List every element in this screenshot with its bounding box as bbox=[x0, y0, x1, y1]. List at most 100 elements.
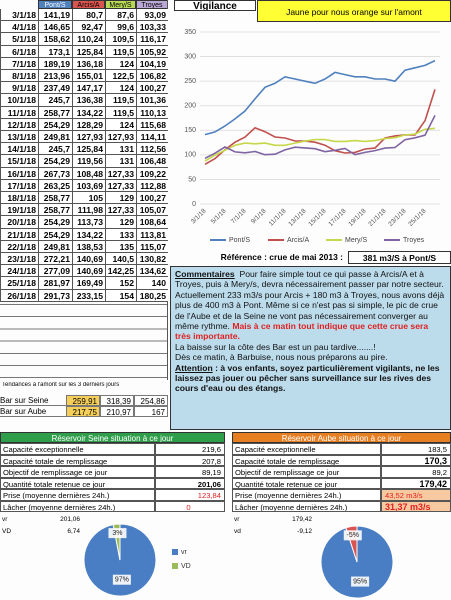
value-cell: 116,17 bbox=[136, 33, 168, 46]
value-cell: 140,69 bbox=[72, 253, 105, 266]
value-cell: 106,82 bbox=[136, 70, 168, 83]
value-cell: 105,07 bbox=[136, 204, 168, 217]
value-cell: 213,96 bbox=[38, 70, 72, 83]
date-cell: 10/1/18 bbox=[0, 94, 38, 107]
reservoir-value: 123,84 bbox=[155, 489, 225, 501]
date-cell: 8/1/18 bbox=[0, 70, 38, 83]
date-cell: 9/1/18 bbox=[0, 82, 38, 95]
value-cell: 233,15 bbox=[72, 289, 105, 302]
value-cell: 80,7 bbox=[72, 9, 105, 22]
date-cell: 16/1/18 bbox=[0, 167, 38, 180]
value-cell: 127,33 bbox=[105, 204, 136, 217]
value-cell: 113,73 bbox=[72, 216, 105, 229]
data-label: 95% bbox=[353, 578, 367, 585]
value-cell: 112,56 bbox=[136, 143, 168, 156]
trend-label: Bar sur Seine bbox=[0, 395, 66, 406]
value-cell: 127,33 bbox=[105, 167, 136, 180]
x-tick-label: 21/1/18 bbox=[367, 207, 388, 228]
date-cell: 18/1/18 bbox=[0, 192, 38, 205]
comment-box: Commentaires Pour faire simple tout ce q… bbox=[170, 266, 451, 430]
pie-stat-value: -9,12 bbox=[297, 528, 312, 535]
reservoir-value: 183,5 bbox=[381, 443, 451, 455]
value-cell: 158,62 bbox=[38, 33, 72, 46]
value-cell: 134,22 bbox=[72, 106, 105, 119]
value-cell: 109,5 bbox=[105, 33, 136, 46]
y-tick-label: 250 bbox=[184, 78, 196, 85]
reservoir-label: Capacité exceptionnelle bbox=[0, 443, 155, 455]
pie-stat-value: 179,42 bbox=[292, 516, 312, 523]
x-tick-label: 11/1/18 bbox=[268, 207, 288, 227]
reservoir-title: Réservoir Aube situation à ce jour bbox=[232, 432, 451, 443]
pie-stat-value: 6,74 bbox=[67, 528, 80, 535]
value-cell: 258,77 bbox=[38, 192, 72, 205]
y-tick-label: 350 bbox=[184, 29, 196, 36]
vigilance-note: Jaune pour nous orange sur l'amont bbox=[257, 0, 451, 22]
value-cell: 119,5 bbox=[105, 94, 136, 107]
value-cell: 258,77 bbox=[38, 204, 72, 217]
value-cell: 113,81 bbox=[136, 228, 168, 241]
pie-stat-label: VD bbox=[2, 528, 12, 535]
value-cell: 263,25 bbox=[38, 179, 72, 192]
value-cell: 105,92 bbox=[136, 45, 168, 58]
date-cell: 4/1/18 bbox=[0, 21, 38, 34]
value-cell: 114,11 bbox=[136, 131, 168, 144]
vigilance-title: Vigilance bbox=[174, 0, 256, 11]
value-cell: 106,48 bbox=[136, 155, 168, 168]
trend-value: 167 bbox=[134, 406, 168, 417]
value-cell: 119,56 bbox=[72, 155, 105, 168]
date-cell: 7/1/18 bbox=[0, 57, 38, 70]
date-cell: 13/1/18 bbox=[0, 131, 38, 144]
value-cell: 249,81 bbox=[38, 240, 72, 253]
pie-stat-label: vr bbox=[234, 516, 240, 523]
date-cell: 14/1/18 bbox=[0, 143, 38, 156]
value-cell: 180,25 bbox=[136, 289, 168, 302]
reservoir-value: 219,6 bbox=[155, 443, 225, 455]
value-cell: 134,22 bbox=[72, 228, 105, 241]
date-cell: 17/1/18 bbox=[0, 179, 38, 192]
value-cell: 129 bbox=[105, 192, 136, 205]
trends-title: Tendances à l'amont sur les 3 derniers j… bbox=[2, 382, 120, 388]
x-tick-label: 13/1/18 bbox=[287, 207, 308, 228]
value-cell: 133 bbox=[105, 228, 136, 241]
value-cell: 272,21 bbox=[38, 253, 72, 266]
reservoir-label: Capacité totale de remplissage bbox=[0, 454, 155, 466]
x-tick-label: 25/1/18 bbox=[407, 207, 428, 228]
trend-label: Bar sur Aube bbox=[0, 406, 66, 417]
value-cell: 154 bbox=[105, 289, 136, 302]
value-cell: 125,84 bbox=[72, 45, 105, 58]
data-label-box bbox=[351, 576, 370, 587]
value-cell: 99,6 bbox=[105, 21, 136, 34]
data-label-box bbox=[108, 528, 127, 539]
value-cell: 119,5 bbox=[105, 106, 136, 119]
value-cell: 134,62 bbox=[136, 265, 168, 278]
series-line bbox=[204, 59, 436, 136]
value-cell: 291,73 bbox=[38, 289, 72, 302]
value-cell: 115,07 bbox=[136, 240, 168, 253]
date-cell: 26/1/18 bbox=[0, 289, 38, 302]
pie-stat-value: 201,06 bbox=[60, 516, 80, 523]
reservoir-label: Prise (moyenne dernières 24h.) bbox=[232, 489, 381, 501]
reservoir-value: 89,19 bbox=[155, 466, 225, 478]
value-cell: 277,09 bbox=[38, 265, 72, 278]
value-cell: 124 bbox=[105, 57, 136, 70]
date-cell: 11/1/18 bbox=[0, 106, 38, 119]
value-cell: 122,5 bbox=[105, 70, 136, 83]
value-cell: 109,22 bbox=[136, 167, 168, 180]
date-cell: 19/1/18 bbox=[0, 204, 38, 217]
value-cell: 267,73 bbox=[38, 167, 72, 180]
trend-value: 217,75 bbox=[66, 406, 100, 417]
value-cell: 254,29 bbox=[38, 155, 72, 168]
value-cell: 131 bbox=[105, 143, 136, 156]
comment-title: Commentaires bbox=[175, 269, 235, 279]
value-cell: 110,24 bbox=[72, 33, 105, 46]
value-cell: 146,65 bbox=[38, 21, 72, 34]
value-cell: 127,93 bbox=[72, 131, 105, 144]
value-cell: 130,82 bbox=[136, 253, 168, 266]
value-cell: 136,38 bbox=[72, 94, 105, 107]
value-cell: 101,36 bbox=[136, 94, 168, 107]
value-cell: 155,01 bbox=[72, 70, 105, 83]
pie-stat-label: vr bbox=[2, 516, 8, 523]
comment-attention: Attention bbox=[175, 362, 213, 373]
value-cell: 128,29 bbox=[72, 118, 105, 131]
reservoir-label: Lâcher (moyenne dernières 24h.) bbox=[232, 500, 381, 512]
